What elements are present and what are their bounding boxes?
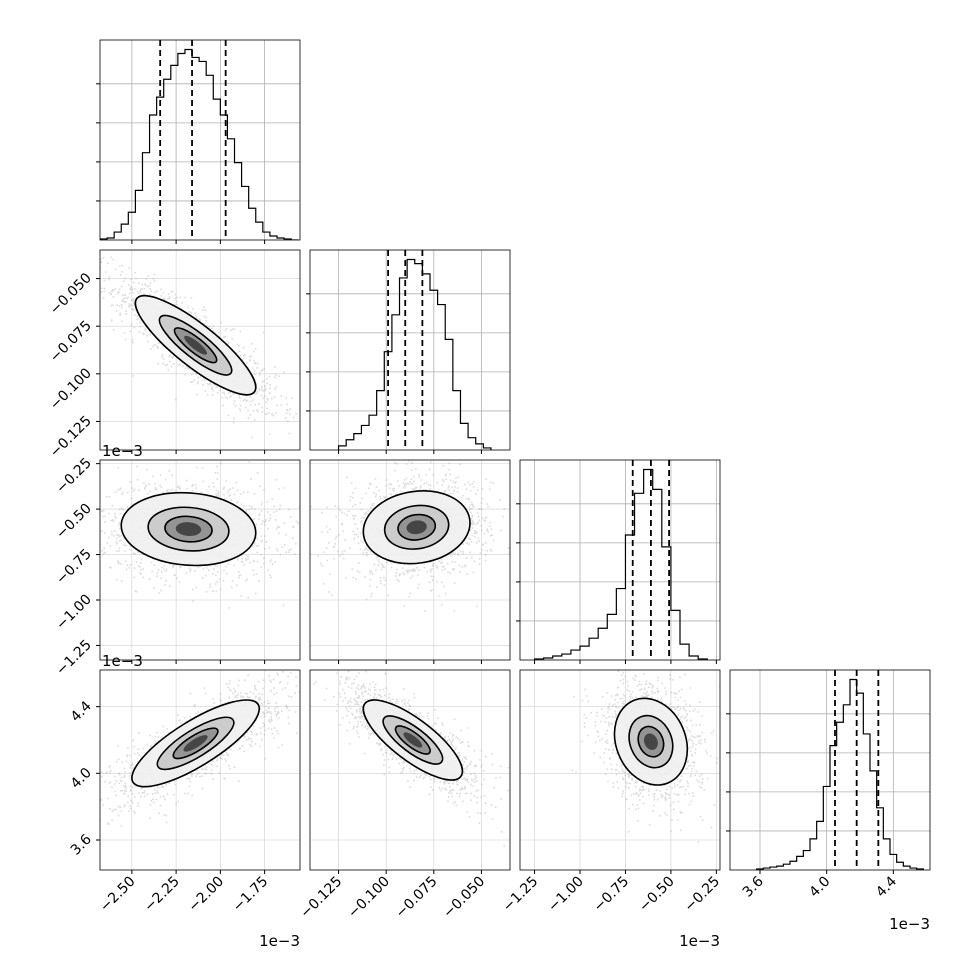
contour-line bbox=[613, 697, 689, 786]
scatter-panel-0-3 bbox=[96, 669, 301, 874]
contour-line bbox=[173, 327, 218, 364]
contour-line bbox=[628, 714, 674, 769]
x-tick-label: 4.4 bbox=[873, 873, 900, 900]
y-tick-label: −1.25 bbox=[53, 637, 95, 679]
density-fill bbox=[403, 732, 423, 748]
contour-line bbox=[397, 513, 437, 541]
x-tick-label: −2.00 bbox=[186, 874, 228, 916]
y-tick-label: −1.00 bbox=[53, 592, 95, 634]
contour-line bbox=[134, 294, 257, 396]
contour-line bbox=[362, 490, 471, 565]
contour-line bbox=[383, 504, 450, 550]
scatter-panel-0-1 bbox=[96, 249, 301, 454]
contour-line bbox=[147, 506, 230, 552]
density-fill bbox=[184, 335, 208, 355]
scatter-panel-2-3 bbox=[519, 669, 721, 874]
y-tick-label: −0.075 bbox=[47, 318, 95, 366]
y-tick-label: −0.050 bbox=[47, 270, 95, 318]
contour-line bbox=[637, 725, 665, 758]
histogram-panel-0 bbox=[96, 39, 301, 244]
contour-line bbox=[362, 699, 464, 781]
histogram-panel-2 bbox=[516, 459, 721, 664]
x-tick-label: −1.00 bbox=[545, 874, 587, 916]
panel-frame bbox=[309, 459, 511, 661]
panel-frame bbox=[99, 459, 301, 661]
contour-line bbox=[382, 715, 444, 765]
offset-label: 1e−3 bbox=[259, 932, 300, 950]
offset-label: 1e−3 bbox=[102, 442, 143, 460]
y-tick-label: −0.125 bbox=[47, 413, 95, 461]
contour-line bbox=[164, 515, 213, 543]
tick-labels: −2.50 −2.25 −2.00 −1.75 −0.125 −0.100 −0.075 −0… bbox=[47, 270, 900, 921]
density-fill bbox=[175, 522, 202, 536]
x-tick-label: −0.75 bbox=[591, 874, 633, 916]
histogram-step bbox=[337, 258, 492, 450]
x-tick-label: −1.25 bbox=[500, 874, 542, 916]
density-fill bbox=[644, 733, 658, 750]
contour-line bbox=[158, 314, 233, 376]
density-fill bbox=[183, 735, 208, 752]
x-tick-label: −0.100 bbox=[345, 874, 393, 922]
y-tick-label: −0.50 bbox=[53, 501, 95, 543]
x-tick-label: 3.6 bbox=[740, 873, 767, 900]
y-tick-label: −0.25 bbox=[53, 455, 95, 497]
histogram-step bbox=[100, 48, 299, 240]
offset-label: 1e−3 bbox=[102, 652, 143, 670]
x-tick-label: −1.75 bbox=[230, 874, 272, 916]
panel-frame bbox=[309, 249, 511, 451]
panel-frame bbox=[519, 669, 721, 871]
contour-line bbox=[131, 699, 261, 788]
x-tick-label: −0.075 bbox=[393, 874, 441, 922]
y-tick-label: −0.100 bbox=[47, 365, 95, 413]
y-tick-label: −0.75 bbox=[53, 546, 95, 588]
x-tick-label: −0.050 bbox=[440, 874, 488, 922]
offset-label: 1e−3 bbox=[889, 915, 930, 933]
panel-frame bbox=[99, 39, 301, 241]
scatter-panel-1-3 bbox=[309, 669, 511, 874]
x-tick-label: −0.50 bbox=[636, 874, 678, 916]
y-tick-label: 3.6 bbox=[68, 831, 95, 858]
x-tick-label: 4.0 bbox=[806, 874, 833, 901]
scale-labels: 1e−3 1e−3 1e−3 1e−3 1e−3 bbox=[102, 442, 930, 950]
panel-frame bbox=[519, 459, 721, 661]
panel-frame bbox=[309, 669, 511, 871]
panels bbox=[96, 39, 931, 874]
panel-frame bbox=[729, 669, 931, 871]
y-tick-label: 4.0 bbox=[68, 765, 95, 792]
scatter-points bbox=[100, 670, 300, 827]
histogram-step bbox=[533, 468, 708, 660]
histogram-step bbox=[756, 678, 924, 870]
contour-line bbox=[394, 725, 431, 755]
histogram-panel-1 bbox=[306, 249, 511, 454]
density-fill bbox=[406, 520, 427, 535]
scatter-panel-0-2 bbox=[96, 459, 301, 664]
panel-frame bbox=[99, 249, 301, 451]
x-tick-label: −2.50 bbox=[97, 874, 139, 916]
x-tick-label: −2.25 bbox=[141, 874, 183, 916]
x-tick-label: −0.25 bbox=[682, 874, 724, 916]
x-tick-label: −0.125 bbox=[297, 874, 345, 922]
y-tick-label: 4.4 bbox=[68, 698, 95, 725]
contour-line bbox=[156, 716, 235, 771]
histogram-panel-3 bbox=[726, 669, 931, 874]
scatter-panel-1-2 bbox=[309, 459, 511, 664]
contour-line bbox=[120, 491, 257, 567]
panel-frame bbox=[99, 669, 301, 871]
offset-label: 1e−3 bbox=[679, 932, 720, 950]
contour-line bbox=[172, 727, 219, 760]
